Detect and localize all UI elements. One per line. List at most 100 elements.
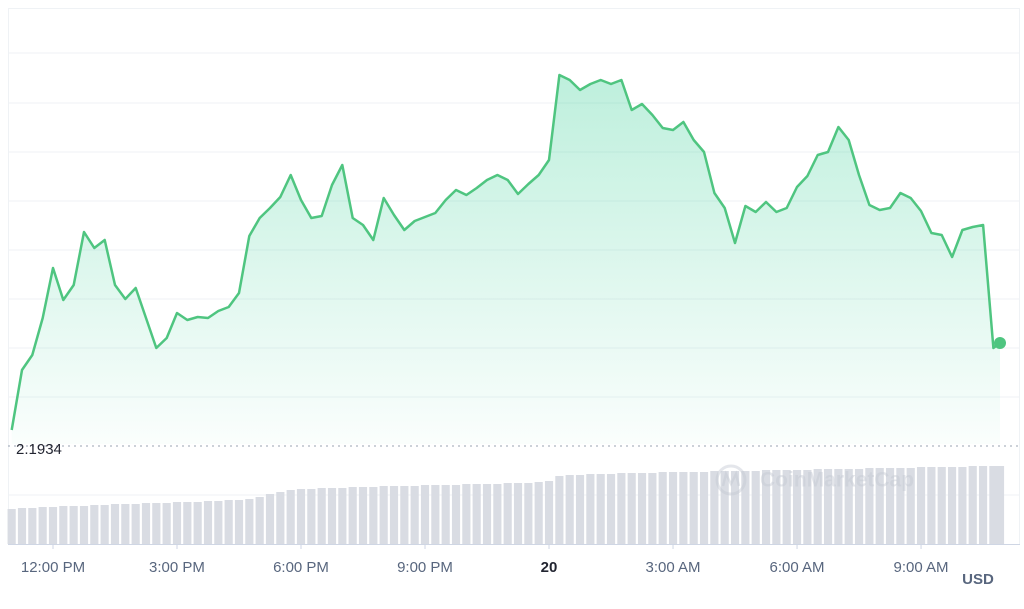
- volume-bar: [110, 504, 120, 544]
- volume-bar: [348, 487, 357, 544]
- volume-bar: [885, 468, 895, 544]
- volume-bar: [307, 489, 316, 544]
- volume-bar: [59, 506, 68, 544]
- volume-bar: [772, 470, 781, 544]
- volume-bar: [989, 466, 998, 544]
- volume-bar: [28, 508, 37, 544]
- volume-bar: [286, 490, 295, 544]
- volume-bar: [896, 468, 905, 544]
- volume-bar: [389, 486, 399, 544]
- volume-bar: [131, 504, 140, 544]
- volume-bar: [317, 488, 326, 544]
- x-axis: 12:00 PM 3:00 PM 6:00 PM 9:00 PM 20 3:00 AM 6:…: [21, 544, 949, 576]
- volume-bar: [617, 473, 626, 544]
- volume-bar: [276, 492, 285, 544]
- volume-bar: [995, 466, 1005, 544]
- volume-bar: [327, 488, 337, 544]
- volume-bar: [906, 468, 915, 544]
- volume-bars: [7, 466, 1005, 544]
- volume-bar: [968, 466, 977, 544]
- volume-bar: [79, 506, 89, 544]
- volume-bar: [524, 483, 533, 544]
- volume-bar: [782, 470, 791, 544]
- series: [10, 73, 1006, 444]
- volume-bar: [958, 467, 967, 544]
- volume-bar: [813, 469, 822, 544]
- volume-bar: [679, 472, 688, 544]
- volume-bar: [916, 467, 926, 544]
- volume-bar: [875, 468, 884, 544]
- price-line: [10, 73, 1001, 431]
- x-tick-label: 3:00 AM: [646, 559, 701, 576]
- volume-bar: [493, 484, 502, 544]
- volume-bar: [741, 471, 750, 544]
- x-tick-label: 12:00 PM: [21, 559, 85, 576]
- volume-bar: [937, 467, 946, 544]
- volume-bar: [431, 485, 440, 544]
- volume-bar: [503, 483, 512, 544]
- volume-bar: [575, 475, 585, 544]
- last-price-dot: [994, 337, 1006, 349]
- volume-bar: [513, 483, 523, 544]
- volume-bar: [162, 503, 171, 544]
- volume-bar: [441, 485, 450, 544]
- x-tick-label: 20: [541, 559, 558, 576]
- volume-bar: [555, 476, 564, 544]
- volume-bar: [69, 506, 78, 544]
- price-area: [11, 75, 1000, 444]
- volume-bar: [296, 489, 306, 544]
- volume-bar: [482, 484, 492, 544]
- volume-bar: [927, 467, 936, 544]
- volume-bar: [637, 473, 647, 544]
- volume-bar: [379, 486, 388, 544]
- volume-bar: [689, 472, 698, 544]
- volume-bar: [152, 503, 161, 544]
- volume-bar: [730, 471, 740, 544]
- volume-bar: [648, 473, 657, 544]
- volume-bar: [369, 487, 378, 544]
- volume-bar: [90, 505, 99, 544]
- volume-bar: [100, 505, 109, 544]
- volume-bar: [627, 473, 636, 544]
- volume-bar: [410, 486, 419, 544]
- volume-bar: [338, 488, 347, 544]
- volume-bar: [183, 502, 192, 544]
- volume-bar: [606, 474, 616, 544]
- volume-bar: [761, 470, 771, 544]
- volume-bar: [141, 503, 151, 544]
- volume-bar: [48, 507, 58, 544]
- volume-bar: [596, 474, 605, 544]
- volume-bar: [710, 471, 719, 544]
- x-tick-label: 3:00 PM: [149, 559, 205, 576]
- volume-bar: [420, 485, 430, 544]
- volume-bar: [203, 501, 213, 544]
- volume-bar: [400, 486, 409, 544]
- volume-bar: [534, 482, 543, 544]
- currency-label: USD: [962, 571, 994, 588]
- volume-bar: [978, 466, 988, 544]
- volume-bar: [462, 484, 471, 544]
- volume-bar: [193, 502, 202, 544]
- volume-bar: [699, 472, 709, 544]
- watermark: CoinMarketCap: [715, 464, 914, 496]
- volume-bar: [7, 509, 16, 544]
- volume-bar: [451, 485, 461, 544]
- volume-bar: [565, 475, 574, 544]
- volume-bar: [947, 467, 957, 544]
- volume-bar: [720, 471, 729, 544]
- reference-label: 2.1934: [16, 441, 62, 458]
- volume-bar: [121, 504, 130, 544]
- volume-bar: [358, 487, 368, 544]
- volume-bar: [854, 469, 864, 544]
- volume-bar: [823, 469, 833, 544]
- volume-bar: [214, 501, 223, 544]
- volume-bar: [803, 470, 812, 544]
- volume-bar: [658, 472, 667, 544]
- volume-bar: [586, 474, 595, 544]
- volume-bar: [38, 507, 47, 544]
- volume-bar: [844, 469, 853, 544]
- volume-bar: [234, 500, 244, 544]
- volume-bar: [224, 500, 233, 544]
